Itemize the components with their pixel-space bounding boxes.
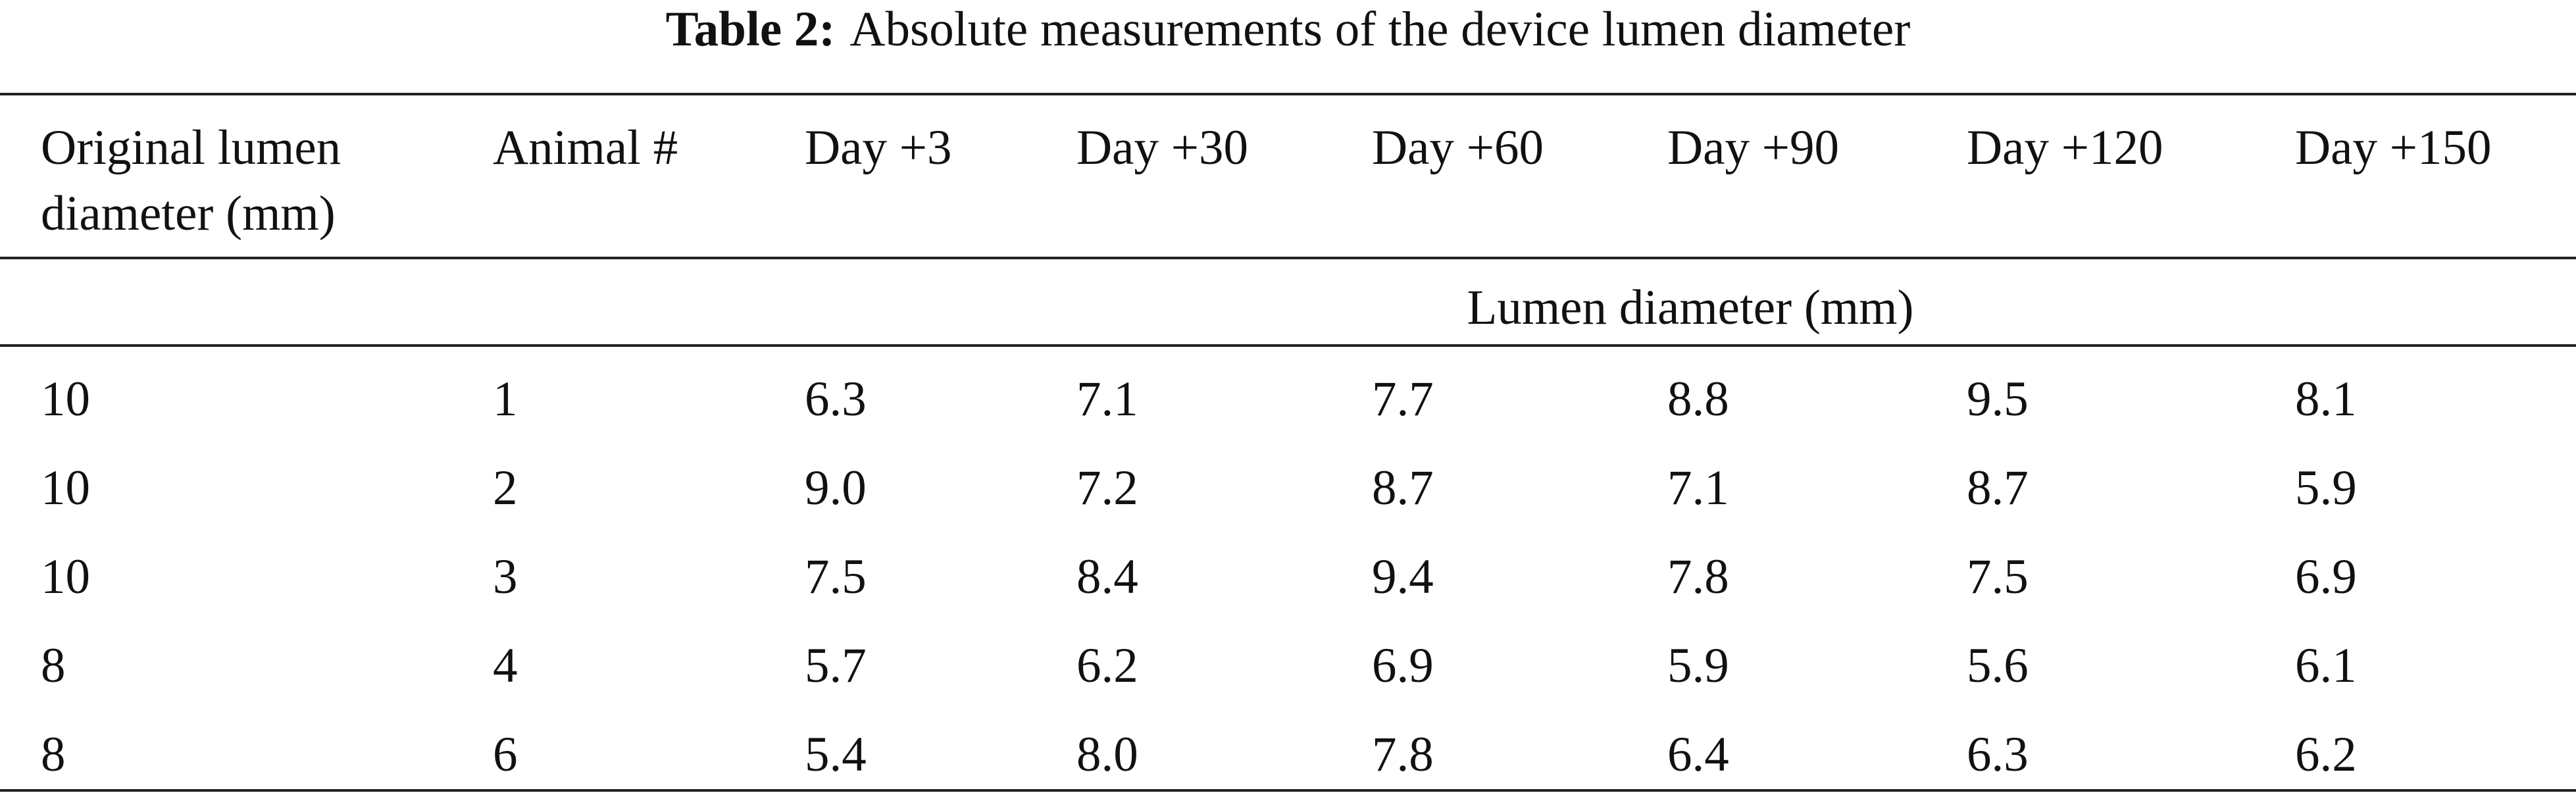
table-cell: 8.1 (2295, 372, 2357, 426)
table-cell: 6.4 (1667, 727, 1729, 782)
header-cell: Day +3 (805, 120, 952, 175)
table-cell: 8 (41, 638, 66, 693)
table-cell: 6.3 (1967, 727, 2029, 782)
table-cell: 8.7 (1372, 461, 1434, 515)
subheader-cell: Lumen diameter (mm) (1467, 280, 1914, 335)
table-cell: 3 (493, 550, 518, 604)
table-cell: 7.2 (1076, 461, 1138, 515)
table-cell: 6 (493, 727, 518, 782)
table-cell: 5.4 (805, 727, 867, 782)
table-cell: 6.9 (2295, 550, 2357, 604)
table-cell: 1 (493, 372, 518, 426)
table-cell: 6.9 (1372, 638, 1434, 693)
table-cell: 8.7 (1967, 461, 2029, 515)
header-rule (0, 257, 2576, 259)
header-cell: Day +60 (1372, 120, 1544, 175)
table-cell: 4 (493, 638, 518, 693)
table-cell: 7.1 (1076, 372, 1138, 426)
table-cell: 7.5 (1967, 550, 2029, 604)
table-cell: 7.5 (805, 550, 867, 604)
table-cell: 6.2 (1076, 638, 1138, 693)
table-cell: 5.6 (1967, 638, 2029, 693)
table-cell: 6.3 (805, 372, 867, 426)
table-caption: Table 2: Absolute measurements of the dev… (0, 0, 2576, 59)
caption-label: Table 2: (665, 2, 836, 57)
table-cell: 10 (41, 461, 90, 515)
table-cell: 8.8 (1667, 372, 1729, 426)
header-cell: Day +150 (2295, 120, 2492, 175)
table-cell: 6.1 (2295, 638, 2357, 693)
table-cell: 8 (41, 727, 66, 782)
table-cell: 10 (41, 550, 90, 604)
table-cell: 5.9 (2295, 461, 2357, 515)
table-cell: 7.8 (1372, 727, 1434, 782)
table-cell: 9.4 (1372, 550, 1434, 604)
table-cell: 8.4 (1076, 550, 1138, 604)
top-rule (0, 93, 2576, 95)
table-cell: 6.2 (2295, 727, 2357, 782)
table-cell: 2 (493, 461, 518, 515)
caption-text: Absolute measurements of the device lume… (849, 2, 1911, 57)
table-cell: 5.9 (1667, 638, 1729, 693)
table-cell: 7.7 (1372, 372, 1434, 426)
bottom-rule (0, 789, 2576, 792)
header-cell: Day +90 (1667, 120, 1839, 175)
table-cell: 9.5 (1967, 372, 2029, 426)
table-cell: 9.0 (805, 461, 867, 515)
header-cell: Original lumen diameter (mm) (41, 120, 341, 241)
header-cell: Day +30 (1076, 120, 1248, 175)
subheader-rule (0, 344, 2576, 347)
header-cell: Animal # (493, 120, 678, 175)
table-cell: 5.7 (805, 638, 867, 693)
table-cell: 7.8 (1667, 550, 1729, 604)
header-cell: Day +120 (1967, 120, 2163, 175)
table-cell: 10 (41, 372, 90, 426)
table-cell: 8.0 (1076, 727, 1138, 782)
table-cell: 7.1 (1667, 461, 1729, 515)
